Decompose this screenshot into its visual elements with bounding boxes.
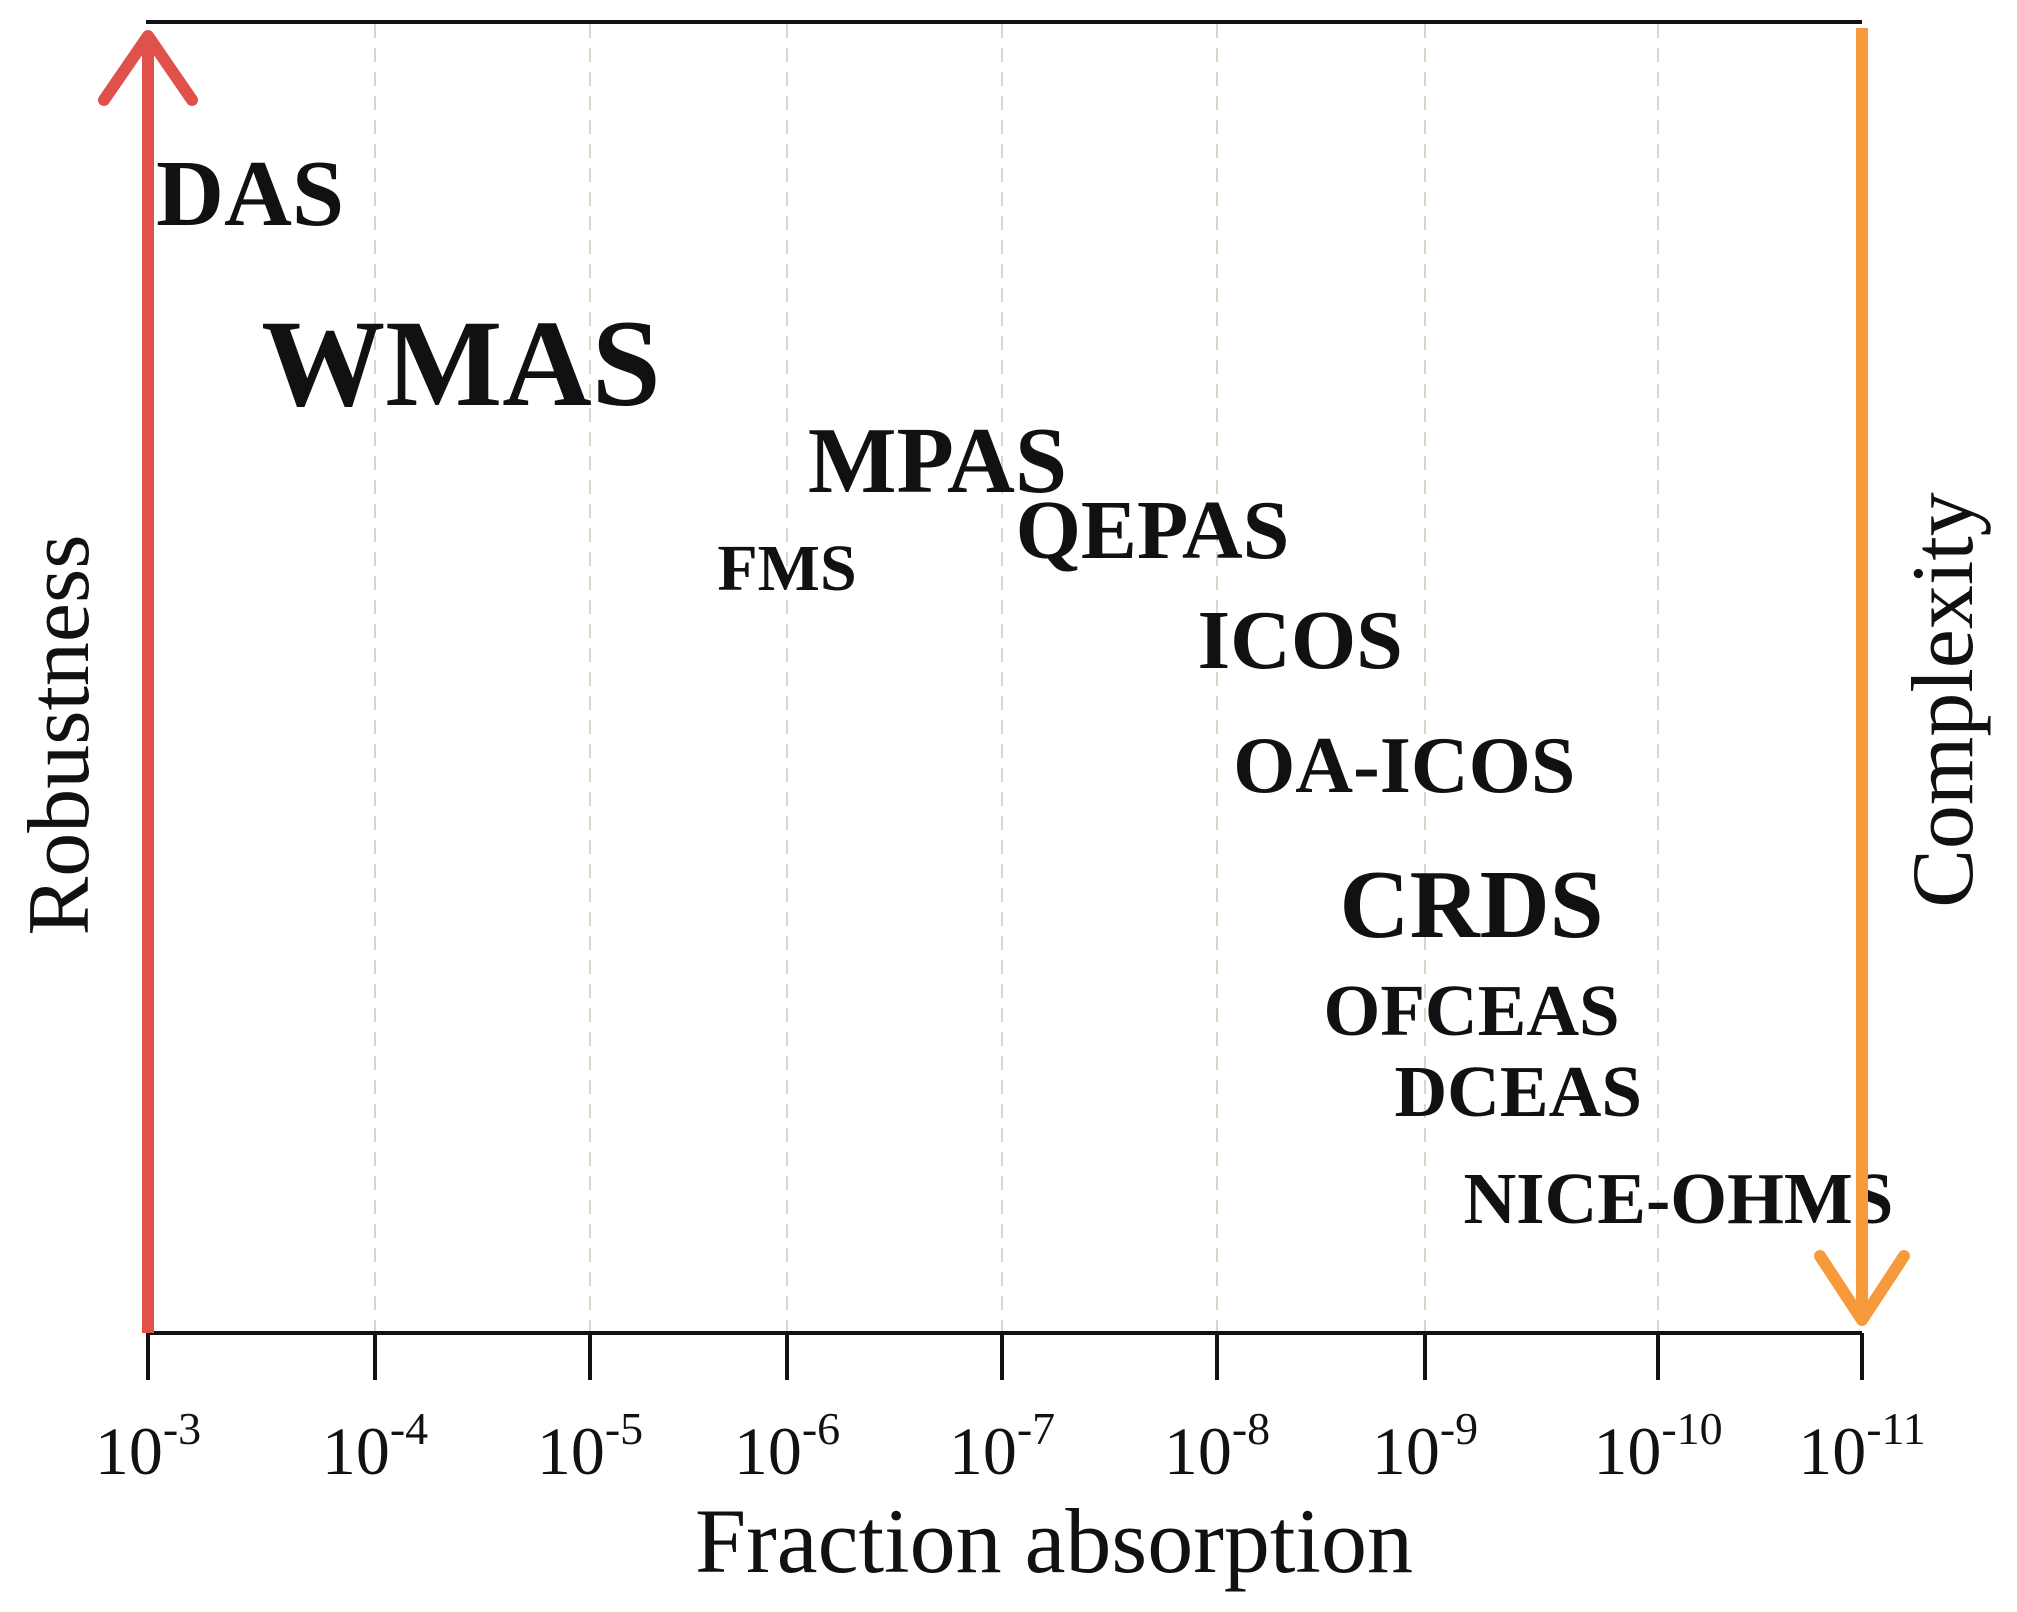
x-tick-label: 10-6	[734, 1403, 840, 1489]
technique-label-dceas: DCEAS	[1394, 1051, 1641, 1132]
x-tick-label: 10-9	[1372, 1403, 1478, 1489]
technique-label-ofceas: OFCEAS	[1324, 970, 1620, 1051]
x-tick-label: 10-11	[1798, 1403, 1926, 1489]
x-tick-label: 10-7	[949, 1403, 1055, 1489]
technique-label-icos: ICOS	[1197, 594, 1402, 687]
right-axis-label: Complexity	[1895, 492, 1992, 908]
x-tick-label: 10-8	[1164, 1403, 1270, 1489]
gridlines	[374, 24, 1659, 1333]
technique-label-das: DAS	[156, 142, 344, 246]
technique-label-wmas: WMAS	[261, 295, 661, 432]
left-axis-label: Robustness	[11, 535, 108, 936]
technique-label-nice-ohms: NICE-OHMS	[1463, 1158, 1893, 1239]
technique-label-mpas: MPAS	[808, 409, 1067, 513]
technique-label-oa-icos: OA-ICOS	[1233, 722, 1575, 810]
x-axis-ticks: 10-3 10-4 10-5 10-6 10-7 10-8 10-9 10-10 10-11	[95, 1333, 1926, 1489]
technique-label-qepas: QEPAS	[1016, 484, 1290, 577]
x-tick-label: 10-4	[322, 1403, 428, 1489]
technique-labels: DAS WMAS MPAS FMS QEPAS ICOS OA-ICOS CRDS OFCEAS…	[156, 142, 1893, 1239]
complexity-arrow	[1814, 28, 1910, 1326]
x-axis-label: Fraction absorption	[695, 1490, 1413, 1592]
x-tick-label: 10-10	[1593, 1403, 1722, 1489]
x-tick-label: 10-5	[537, 1403, 643, 1489]
technique-label-crds: CRDS	[1340, 851, 1604, 958]
x-tick-label: 10-3	[95, 1403, 201, 1489]
technique-label-fms: FMS	[717, 532, 856, 605]
robustness-arrow	[98, 30, 198, 1333]
